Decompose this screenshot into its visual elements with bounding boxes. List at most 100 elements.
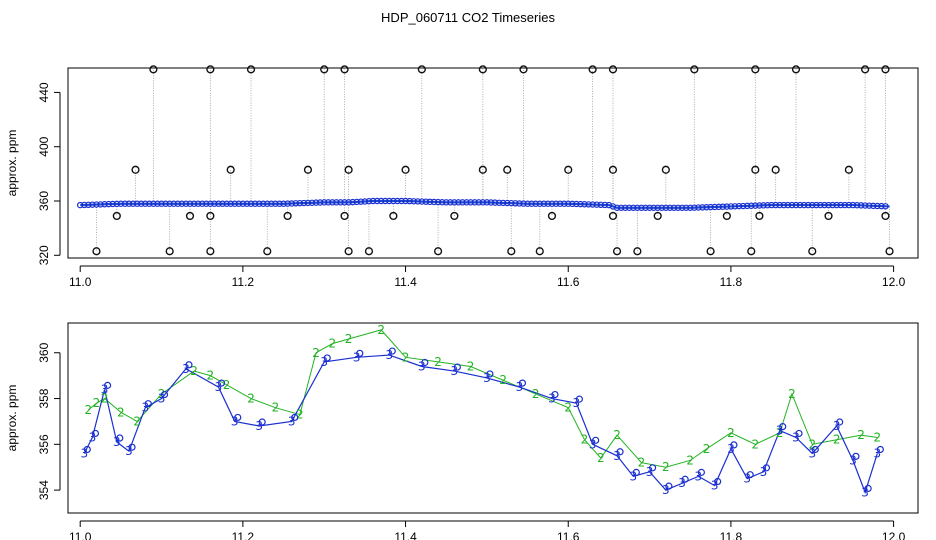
series-2-point: 2	[808, 437, 816, 451]
series-3-circle	[91, 429, 100, 438]
baseline-point	[495, 199, 503, 206]
baseline-point	[780, 201, 787, 209]
baseline-point	[406, 197, 413, 205]
baseline-point	[430, 198, 438, 206]
baseline-point	[325, 199, 332, 206]
series-3-point: 3	[483, 371, 491, 385]
outlier-point	[246, 65, 256, 74]
baseline-point	[158, 200, 165, 207]
series-3-circle	[144, 400, 152, 408]
baseline-point	[129, 200, 137, 207]
baseline-point	[601, 201, 609, 209]
outlier-point	[885, 247, 894, 256]
baseline-point	[630, 204, 637, 211]
series-3-circle	[234, 413, 242, 422]
top-y-axis: 320 360 400 440	[37, 82, 61, 265]
outlier-point	[633, 247, 642, 256]
series-2-point: 2	[117, 405, 125, 419]
baseline-point	[491, 199, 499, 206]
baseline-point	[463, 199, 470, 206]
baseline-point	[849, 201, 857, 209]
series-3-circle	[876, 445, 884, 454]
series-3-point: 3	[589, 437, 597, 451]
outlier-point	[478, 165, 487, 174]
series-3-circle	[697, 468, 705, 476]
baseline-point	[760, 202, 767, 209]
baseline-point	[154, 200, 161, 207]
series-3-circle	[104, 381, 112, 389]
baseline-point	[81, 201, 88, 209]
series-3-point: 3	[678, 476, 686, 490]
outlier-point	[92, 247, 101, 256]
baseline-point	[650, 204, 657, 211]
baseline-point	[414, 198, 421, 205]
baseline-point	[593, 201, 600, 208]
baseline-point	[776, 201, 783, 209]
series-2-point: 2	[133, 414, 141, 428]
baseline-point	[613, 204, 621, 211]
baseline-point	[825, 201, 832, 209]
bottom-x-tick-label: 11.2	[232, 530, 255, 540]
baseline-point	[434, 198, 442, 206]
series-3-circle	[714, 477, 722, 486]
baseline-point	[719, 203, 726, 210]
baseline-point	[312, 199, 320, 206]
series-3-circle	[421, 358, 429, 367]
baseline-point	[674, 204, 682, 211]
series-3-circle	[811, 445, 819, 454]
baseline-point	[882, 203, 889, 210]
baseline-point	[585, 201, 592, 208]
series-3-circle	[160, 390, 169, 399]
series-2-point: 2	[564, 401, 572, 415]
baseline-point	[207, 200, 214, 207]
series-3-point: 3	[215, 380, 223, 394]
series-3-circle	[779, 422, 787, 431]
baseline-point	[743, 202, 751, 210]
baseline-point	[255, 200, 263, 207]
series-3-point: 3	[743, 472, 751, 486]
baseline-point	[528, 200, 535, 207]
series-3-point: 3	[808, 446, 816, 460]
baseline-point	[731, 203, 739, 210]
series-2-point: 2	[345, 332, 353, 346]
baseline-point	[796, 201, 804, 209]
baseline-point	[101, 201, 108, 208]
series-2-point: 2	[101, 392, 109, 406]
series-3-point: 3	[776, 424, 784, 438]
baseline-point	[455, 199, 462, 206]
top-x-tick-label: 11.4	[394, 275, 417, 289]
series-3-point: 3	[548, 392, 556, 406]
outlier-point	[808, 247, 817, 256]
baseline-point	[459, 199, 466, 206]
baseline-point	[77, 201, 84, 209]
baseline-point	[345, 199, 352, 206]
bottom-plot-frame	[67, 322, 919, 514]
outlier-point	[706, 247, 715, 256]
baseline-point	[451, 199, 458, 206]
baseline-point	[699, 204, 706, 211]
series-3-circle	[323, 354, 331, 362]
baseline-point	[544, 200, 552, 207]
outlier-point	[450, 211, 459, 221]
series-2-point: 2	[190, 364, 198, 378]
outlier-point	[791, 65, 801, 74]
series-3-circle	[730, 441, 738, 449]
baseline-point	[117, 200, 125, 207]
outlier-point	[612, 247, 622, 256]
series-3-circle	[575, 395, 583, 403]
baseline-point	[727, 203, 735, 210]
baseline-point	[280, 200, 287, 207]
baseline-point	[174, 200, 182, 207]
series-3-point: 3	[231, 414, 239, 428]
baseline-point	[166, 200, 173, 207]
outlier-point	[751, 65, 760, 74]
baseline-point	[809, 201, 816, 209]
outlier-point	[389, 211, 398, 221]
series-3-circle	[518, 379, 527, 387]
baseline-point	[382, 197, 389, 205]
series-2-point: 2	[434, 355, 442, 369]
series-2-point: 2	[532, 387, 540, 401]
baseline-point	[133, 200, 141, 207]
baseline-point	[475, 199, 482, 206]
